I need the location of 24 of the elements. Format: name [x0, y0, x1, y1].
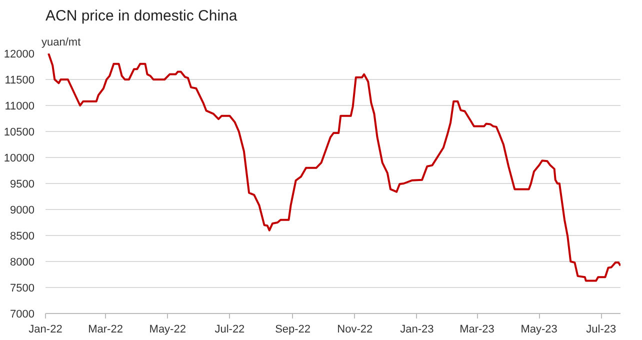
x-tick-label: Mar-23 — [460, 324, 494, 336]
x-tick-label: Jul-22 — [214, 324, 245, 336]
y-tick-label: 11000 — [4, 100, 35, 112]
y-axis-title: yuan/mt — [42, 36, 81, 48]
x-tick-label: May-23 — [520, 324, 558, 336]
x-tick-label: Mar-22 — [88, 324, 123, 336]
chart-title: ACN price in domestic China — [46, 8, 238, 24]
y-tick-label: 8000 — [10, 256, 35, 268]
y-tick-label: 10500 — [4, 126, 35, 138]
x-tick-label: May-22 — [149, 324, 186, 336]
line-series — [48, 54, 620, 282]
y-tick-label: 10000 — [4, 152, 35, 164]
y-tick-label: 9500 — [10, 178, 35, 190]
x-tick-label: Sep-22 — [275, 324, 311, 336]
y-tick-label: 12000 — [4, 48, 35, 60]
x-tick-label: Jan-23 — [400, 324, 434, 336]
y-tick-label: 7500 — [10, 282, 35, 294]
x-tick-label: Nov-22 — [337, 324, 373, 336]
y-tick-label: 11500 — [4, 74, 35, 86]
y-tick-label: 8500 — [10, 230, 35, 242]
x-tick-label: Jan-22 — [28, 324, 62, 336]
y-tick-label: 9000 — [10, 204, 35, 216]
x-tick-label: Jul-23 — [586, 324, 616, 336]
y-tick-label: 7000 — [10, 308, 35, 320]
